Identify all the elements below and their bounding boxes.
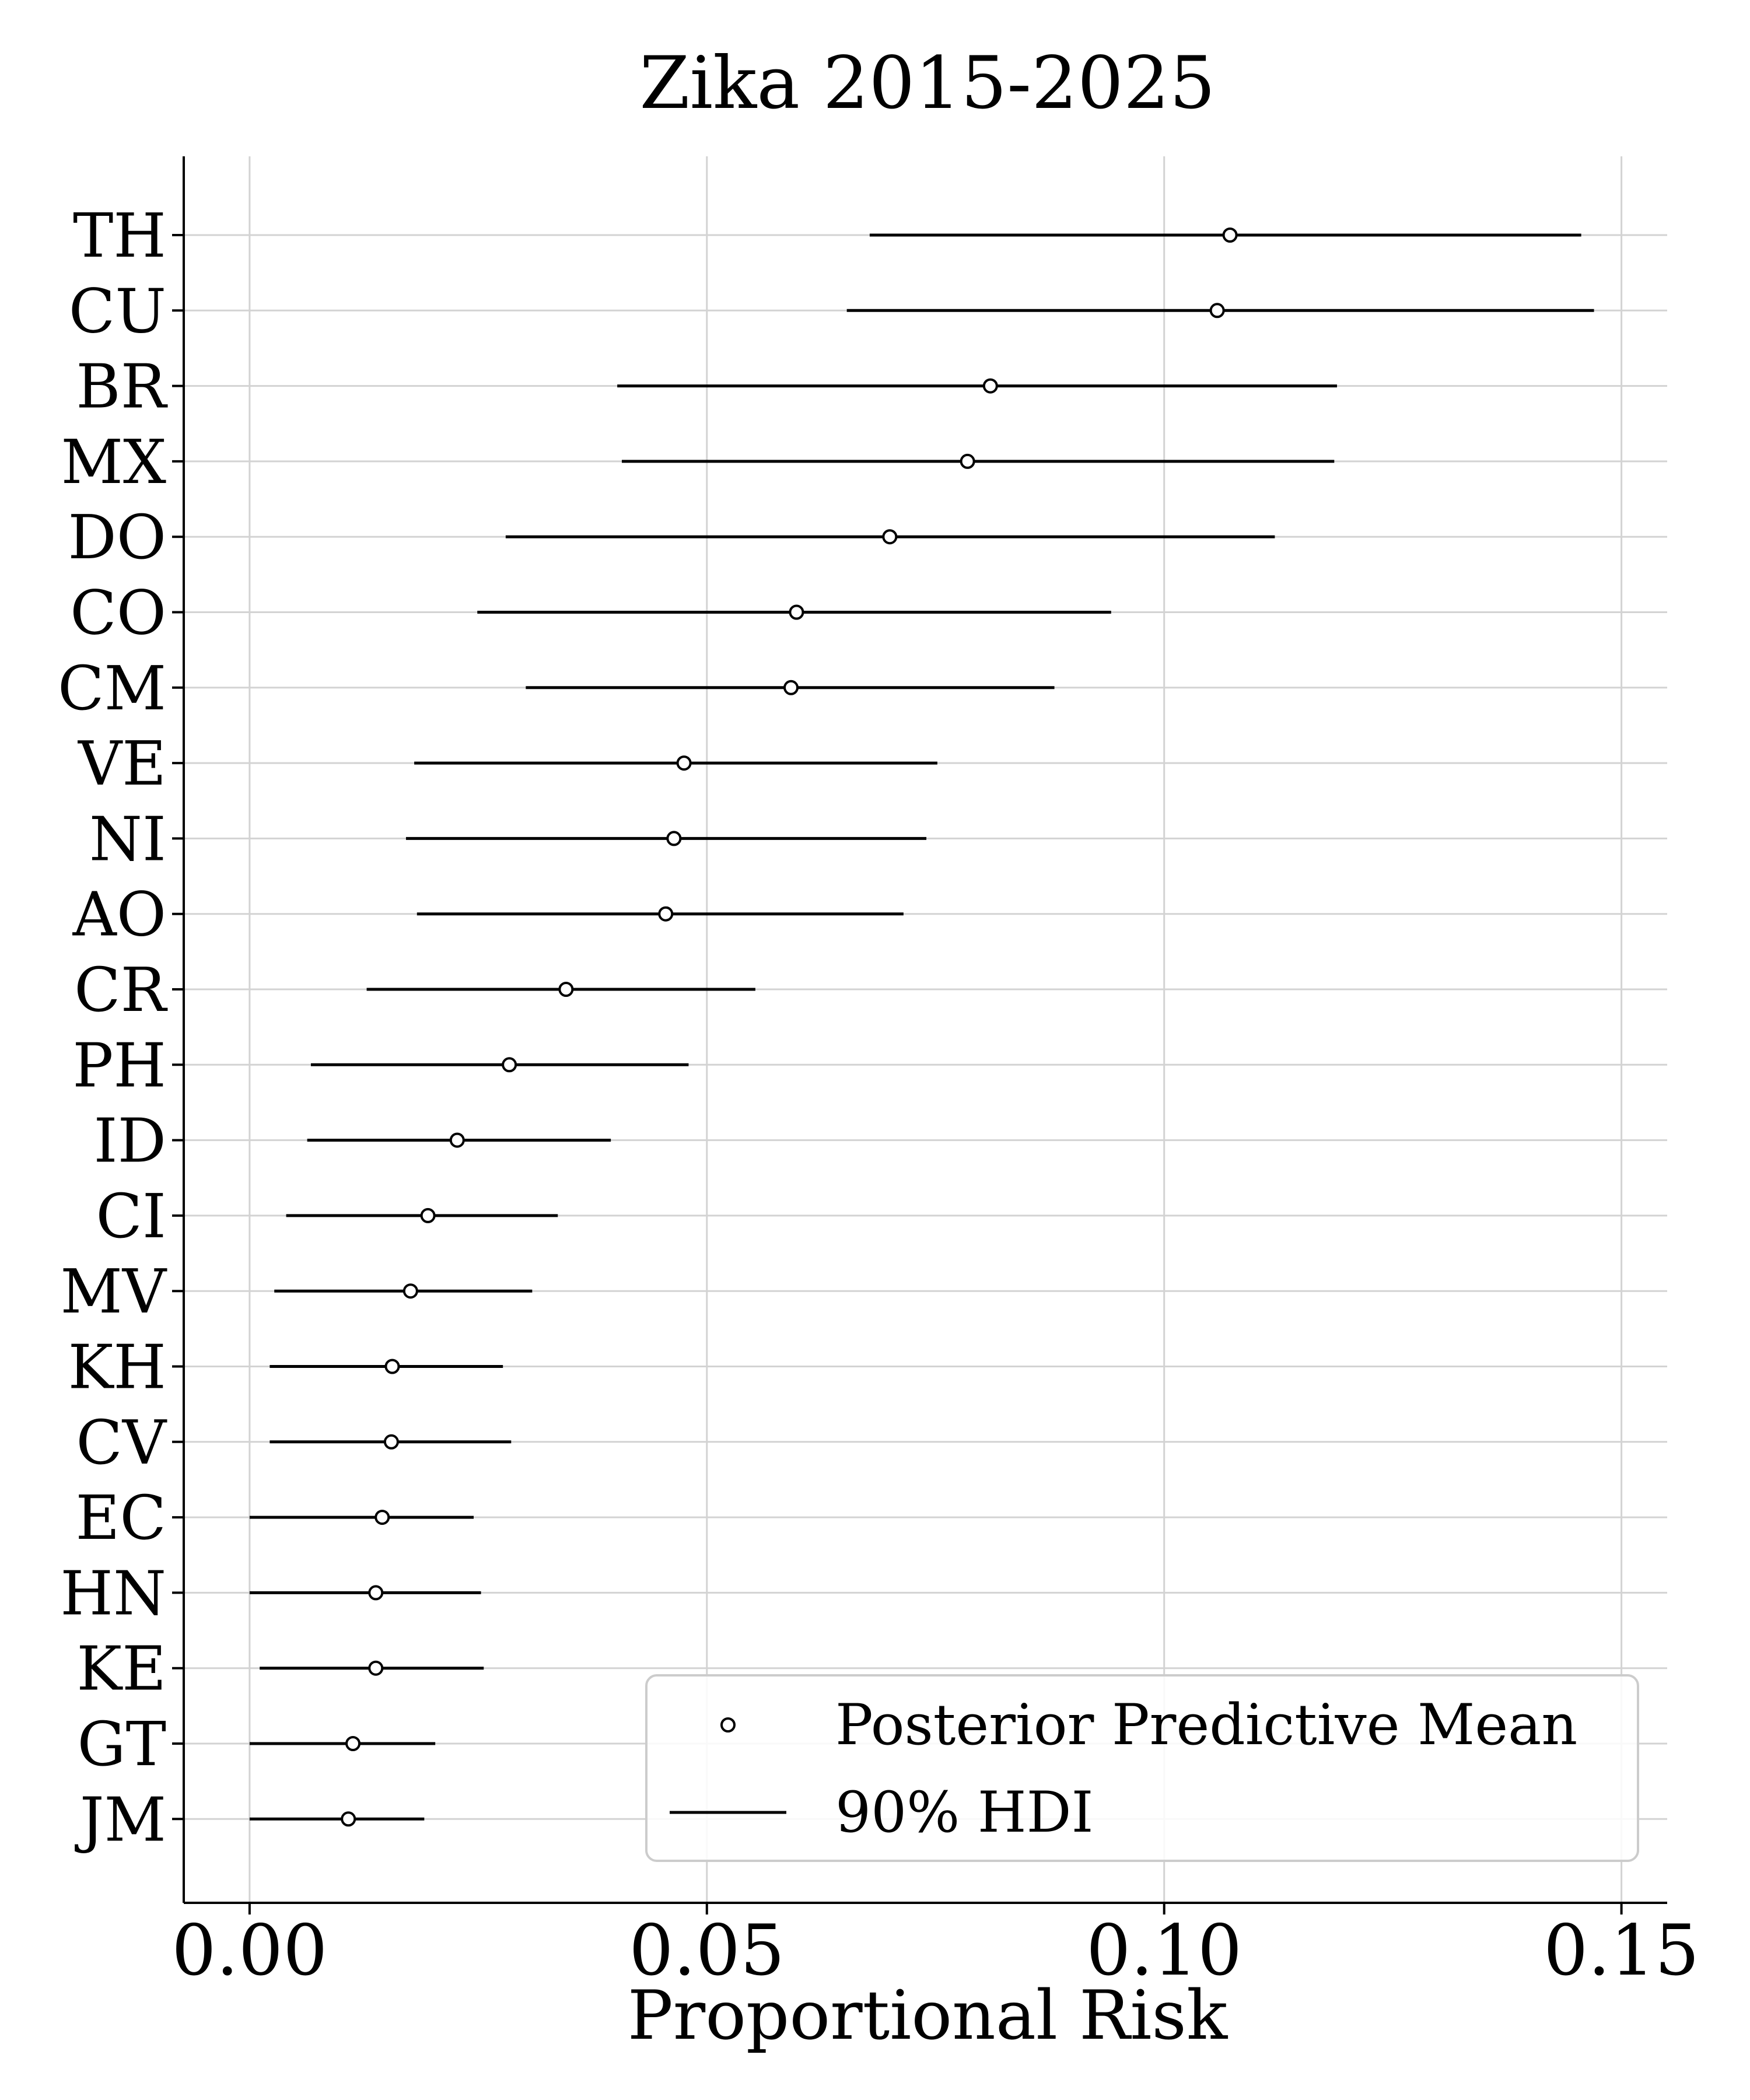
legend: Posterior Predictive Mean 90% HDI bbox=[645, 1674, 1639, 1862]
category-label-br: BR bbox=[76, 351, 167, 422]
mean-marker-do bbox=[882, 529, 898, 545]
grid-lines bbox=[184, 156, 1667, 1903]
legend-box bbox=[645, 1674, 1639, 1862]
mean-marker-cm bbox=[783, 680, 799, 695]
category-label-ci: CI bbox=[96, 1181, 166, 1252]
category-label-co: CO bbox=[70, 578, 166, 649]
category-label-cm: CM bbox=[58, 653, 166, 724]
category-label-hn: HN bbox=[60, 1558, 166, 1629]
mean-marker-ni bbox=[666, 831, 682, 846]
category-label-ph: PH bbox=[72, 1030, 166, 1101]
x-tick-label: 0.15 bbox=[1544, 1910, 1699, 1992]
mean-marker-ec bbox=[374, 1510, 390, 1525]
mean-marker-ph bbox=[502, 1057, 517, 1073]
mean-marker-cv bbox=[383, 1434, 399, 1450]
category-label-ve: VE bbox=[77, 728, 166, 799]
category-label-cr: CR bbox=[74, 954, 168, 1026]
category-label-jm: JM bbox=[75, 1784, 166, 1855]
mean-marker-id bbox=[449, 1132, 465, 1148]
mean-marker-mx bbox=[960, 453, 975, 469]
mean-marker-th bbox=[1222, 228, 1238, 243]
mean-marker-gt bbox=[345, 1736, 361, 1751]
category-label-cu: CU bbox=[69, 275, 166, 346]
mean-marker-br bbox=[982, 378, 998, 394]
x-tick-label: 0.10 bbox=[1086, 1910, 1242, 1992]
x-tick-label: 0.05 bbox=[629, 1910, 785, 1992]
legend-mean-label: Posterior Predictive Mean bbox=[835, 1692, 1577, 1758]
data-marks bbox=[249, 228, 1594, 1827]
mean-marker-ve bbox=[676, 755, 692, 771]
chart-title: Zika 2015-2025 bbox=[639, 41, 1215, 125]
category-label-ke: KE bbox=[76, 1633, 166, 1704]
category-label-ni: NI bbox=[89, 803, 166, 874]
category-label-gt: GT bbox=[78, 1709, 166, 1780]
mean-marker-ci bbox=[420, 1208, 436, 1223]
category-labels: THCUBRMXDOCOCMVENIAOCRPHIDCIMVKHCVECHNKE… bbox=[58, 200, 168, 1855]
category-label-kh: KH bbox=[68, 1332, 166, 1403]
category-label-th: TH bbox=[73, 200, 166, 271]
mean-marker-co bbox=[789, 604, 804, 620]
x-ticks: 0.00 0.05 0.10 0.15 bbox=[172, 1903, 1699, 1992]
category-label-do: DO bbox=[68, 502, 166, 573]
legend-interval-label: 90% HDI bbox=[835, 1780, 1094, 1845]
mean-marker-hn bbox=[368, 1585, 384, 1601]
mean-marker-ao bbox=[658, 906, 674, 922]
category-label-mx: MX bbox=[61, 426, 166, 498]
category-label-id: ID bbox=[94, 1105, 166, 1177]
mean-marker-cu bbox=[1209, 303, 1225, 318]
axes bbox=[172, 156, 1667, 1904]
legend-mean-marker bbox=[720, 1717, 736, 1732]
category-label-mv: MV bbox=[60, 1256, 167, 1327]
category-label-ao: AO bbox=[72, 879, 166, 950]
mean-marker-mv bbox=[402, 1283, 418, 1299]
mean-marker-cr bbox=[558, 982, 574, 997]
x-axis-label: Proportional Risk bbox=[628, 1976, 1228, 2055]
category-label-ec: EC bbox=[76, 1482, 167, 1553]
mean-marker-ke bbox=[368, 1660, 384, 1676]
x-tick-label: 0.00 bbox=[172, 1910, 327, 1992]
mean-marker-jm bbox=[341, 1811, 356, 1827]
mean-marker-kh bbox=[384, 1359, 400, 1374]
category-label-cv: CV bbox=[76, 1407, 167, 1478]
